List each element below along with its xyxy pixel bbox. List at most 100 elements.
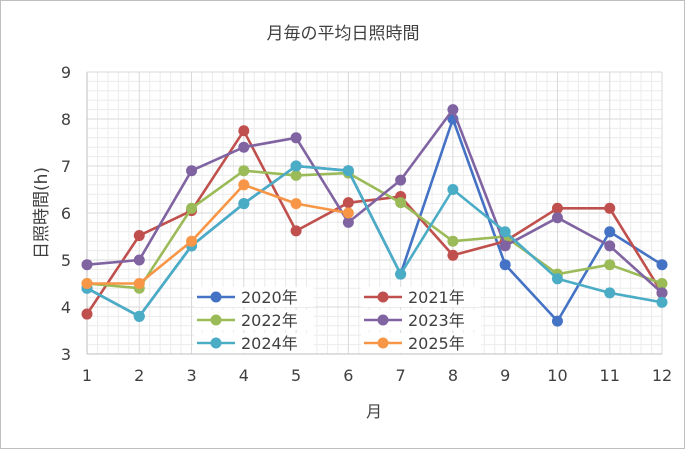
data-point	[238, 125, 250, 137]
legend-marker	[377, 337, 389, 349]
data-point	[551, 212, 563, 224]
data-point	[81, 308, 93, 320]
data-point	[186, 235, 198, 247]
data-point	[447, 249, 459, 261]
data-point	[656, 296, 668, 308]
data-point	[604, 287, 616, 299]
data-point	[604, 240, 616, 252]
series-2025年	[81, 179, 354, 289]
data-point	[342, 165, 354, 177]
series-line	[86, 164, 663, 318]
data-point	[656, 287, 668, 299]
data-point	[133, 230, 145, 242]
legend-entry: 2020年	[194, 287, 314, 307]
data-point	[447, 235, 459, 247]
legend-label: 2020年	[241, 288, 298, 307]
data-point	[133, 254, 145, 266]
data-point	[290, 132, 302, 144]
data-point	[447, 104, 459, 116]
series-line	[86, 108, 663, 294]
legend-label: 2022年	[241, 311, 298, 330]
data-point	[604, 202, 616, 214]
data-point	[551, 315, 563, 327]
x-tick-label: 7	[396, 366, 406, 385]
legend-entry-background	[194, 333, 314, 353]
data-point	[604, 226, 616, 238]
data-point	[81, 278, 93, 289]
x-axis-label: 月	[366, 402, 382, 421]
data-point	[395, 197, 407, 209]
series-line	[87, 183, 349, 285]
x-tick-label: 6	[343, 366, 353, 385]
data-point	[290, 225, 302, 237]
data-point	[238, 198, 250, 210]
data-point	[342, 207, 354, 219]
data-point	[290, 198, 302, 210]
y-tick-label: 9	[61, 63, 71, 82]
legend-marker	[210, 291, 222, 303]
x-tick-label: 12	[652, 366, 672, 385]
y-tick-label: 5	[61, 251, 71, 270]
series-2023年	[81, 104, 668, 299]
data-point	[186, 165, 198, 177]
legend-marker	[210, 314, 222, 326]
data-point	[395, 268, 407, 280]
legend-entry: 2024年	[194, 333, 314, 353]
x-tick-label: 2	[134, 366, 144, 385]
data-point	[499, 226, 511, 238]
data-point	[290, 169, 302, 181]
data-point	[499, 240, 511, 252]
data-point	[238, 165, 250, 177]
x-tick-label: 11	[600, 366, 620, 385]
y-axis-label: 日照時間(h)	[32, 167, 52, 259]
legend-label: 2023年	[408, 311, 465, 330]
data-point	[395, 174, 407, 186]
legend-entry-background	[361, 310, 481, 330]
data-point	[551, 202, 563, 214]
x-tick-label: 4	[239, 366, 249, 385]
legend-label: 2025年	[408, 334, 465, 353]
data-point	[656, 278, 668, 289]
data-point	[238, 141, 250, 153]
data-point	[133, 278, 145, 289]
data-point	[447, 184, 459, 195]
data-point	[656, 259, 668, 271]
data-point	[81, 259, 93, 271]
data-point	[342, 216, 354, 228]
series-lines	[81, 104, 668, 327]
series-2024年	[81, 160, 668, 322]
y-tick-label: 4	[61, 298, 71, 317]
y-tick-label: 3	[61, 345, 71, 364]
x-tick-label: 10	[547, 366, 567, 385]
legend-label: 2021年	[408, 288, 465, 307]
data-point	[551, 273, 563, 285]
legend-marker	[377, 291, 389, 303]
x-tick-label: 3	[186, 366, 196, 385]
y-tick-label: 6	[61, 204, 71, 223]
legend-marker	[377, 314, 389, 326]
data-point	[499, 259, 511, 271]
series-line	[86, 169, 663, 290]
data-point	[238, 179, 250, 191]
legend-entry-background	[361, 287, 481, 307]
y-tick-label: 8	[61, 110, 71, 129]
legend-entry: 2023年	[361, 310, 481, 330]
legend: 2020年 2021年 2022年 2023年 2024年 2025年	[194, 287, 481, 353]
x-tick-label: 8	[448, 366, 458, 385]
data-point	[604, 259, 616, 271]
data-point	[186, 202, 198, 214]
legend-entry: 2021年	[361, 287, 481, 307]
data-point	[342, 197, 354, 209]
x-tick-label: 1	[82, 366, 92, 385]
x-tick-label: 5	[291, 366, 301, 385]
data-point	[133, 310, 145, 322]
y-tick-label: 7	[61, 157, 71, 176]
legend-entry-background	[194, 287, 314, 307]
legend-entry: 2025年	[361, 333, 481, 353]
legend-entry-background	[361, 333, 481, 353]
data-point	[290, 160, 302, 172]
legend-entry: 2022年	[194, 310, 314, 330]
